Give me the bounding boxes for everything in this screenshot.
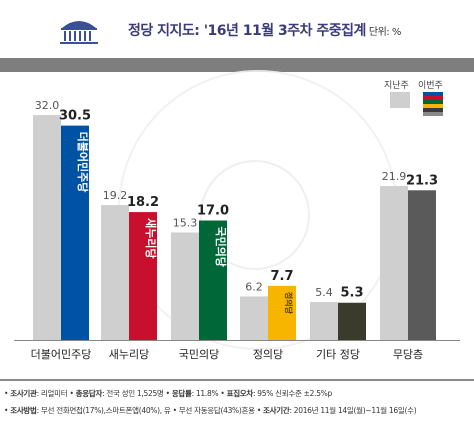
value-label-current: 21.3 — [406, 173, 438, 188]
footer-key-respondents: 총응답자 — [75, 389, 103, 398]
bar-party-logo-text: 정의당 — [284, 292, 294, 315]
footer-key-response-rate: 응답률 — [171, 389, 192, 398]
footer-bullet: • — [4, 406, 11, 415]
legend-current-swatch-stripe — [423, 92, 443, 96]
chart-title-text: 정당 지지도: '16년 11월 3주차 주중집계 — [128, 23, 366, 39]
footer-key-error: 표집오차 — [226, 389, 254, 398]
national-assembly-logo-icon — [60, 21, 98, 44]
footer-value-error: : 95% 신뢰수준 ±2.5%p — [253, 389, 332, 398]
footer-bullet: • — [220, 389, 227, 398]
value-label-previous: 19.2 — [103, 189, 128, 202]
legend-current-label: 이번주 — [418, 81, 443, 91]
legend-previous-swatch — [390, 92, 410, 108]
footer-value-method: : 무선 전화면접(17%),스마트폰앱(40%), 유 • 무선 자동응답(4… — [36, 406, 255, 415]
value-label-current: 7.7 — [270, 269, 293, 284]
value-label-previous: 5.4 — [315, 286, 333, 299]
value-label-current: 17.0 — [197, 204, 229, 219]
footer-divider — [0, 379, 474, 381]
legend-previous-label: 지난주 — [384, 81, 409, 91]
footer-key-period: 조사기간 — [263, 406, 290, 415]
category-label: 더불어민주당 — [31, 348, 92, 361]
category-label: 국민의당 — [179, 348, 219, 361]
bar-previous — [310, 302, 338, 340]
bar-party-logo-text: 더불어민주당 — [76, 132, 90, 193]
footer-value-agency: : 리얼미터 — [36, 389, 68, 398]
category-label: 기타 정당 — [316, 348, 360, 361]
bar-current — [338, 302, 366, 340]
value-label-previous: 15.3 — [173, 216, 198, 229]
value-label-previous: 21.9 — [382, 170, 407, 183]
bar-previous — [380, 186, 408, 340]
footer-bullet: • — [256, 406, 264, 415]
value-label-current: 18.2 — [127, 195, 159, 210]
footer-key-method: 조사방법 — [10, 406, 37, 415]
header-divider — [0, 58, 474, 72]
category-label: 새누리당 — [109, 348, 149, 361]
bar-previous — [240, 296, 268, 340]
bar-current — [199, 220, 227, 340]
value-label-current: 30.5 — [59, 109, 91, 124]
bar-current — [408, 190, 436, 340]
value-label-current: 5.3 — [340, 286, 363, 301]
bar-current — [129, 212, 157, 340]
footer-line-1: • 조사기관: 리얼미터 • 총응답자: 전국 성인 1,525명 • 응답률:… — [4, 388, 332, 399]
legend-current-swatch — [423, 92, 443, 116]
footer-value-response-rate: : 11.8% — [191, 389, 219, 398]
bar-previous — [101, 205, 129, 340]
legend-current-swatch-stripe — [423, 112, 443, 116]
footer-value-period: : 2016년 11월 14일(월)~11월 16일(수) — [289, 406, 417, 415]
legend-current-swatch-stripe — [423, 104, 443, 108]
footer-bullet: • — [69, 389, 76, 398]
value-label-previous: 6.2 — [245, 280, 263, 293]
bar-current — [268, 285, 296, 340]
bar-party-logo-text: 새누리당 — [144, 218, 158, 258]
footer-value-respondents: : 전국 성인 1,525명 — [102, 389, 164, 398]
header: 정당 지지도: '16년 11월 3주차 주중집계 단위: % — [0, 0, 474, 56]
legend-current-swatch-stripe — [423, 108, 443, 112]
footer-bullet: • — [4, 389, 11, 398]
value-label-previous: 32.0 — [35, 99, 60, 112]
footer-bullet: • — [165, 389, 172, 398]
bar-previous — [33, 115, 61, 340]
bar-current — [61, 125, 89, 340]
legend-current-swatch-stripe — [423, 96, 443, 100]
chart-title: 정당 지지도: '16년 11월 3주차 주중집계 단위: % — [128, 20, 401, 40]
footer-key-agency: 조사기관 — [10, 389, 37, 398]
footer-line-2: • 조사방법: 무선 전화면접(17%),스마트폰앱(40%), 유 • 무선 … — [4, 405, 417, 416]
bar-party-logo-text: 국민의당 — [214, 227, 228, 267]
category-label: 무당층 — [393, 348, 423, 361]
unit-label: 단위: % — [368, 27, 401, 38]
legend-current-swatch-stripe — [423, 100, 443, 104]
bar-previous — [171, 232, 199, 340]
watermark-seal-inner — [200, 160, 310, 270]
category-label: 정의당 — [253, 348, 283, 361]
